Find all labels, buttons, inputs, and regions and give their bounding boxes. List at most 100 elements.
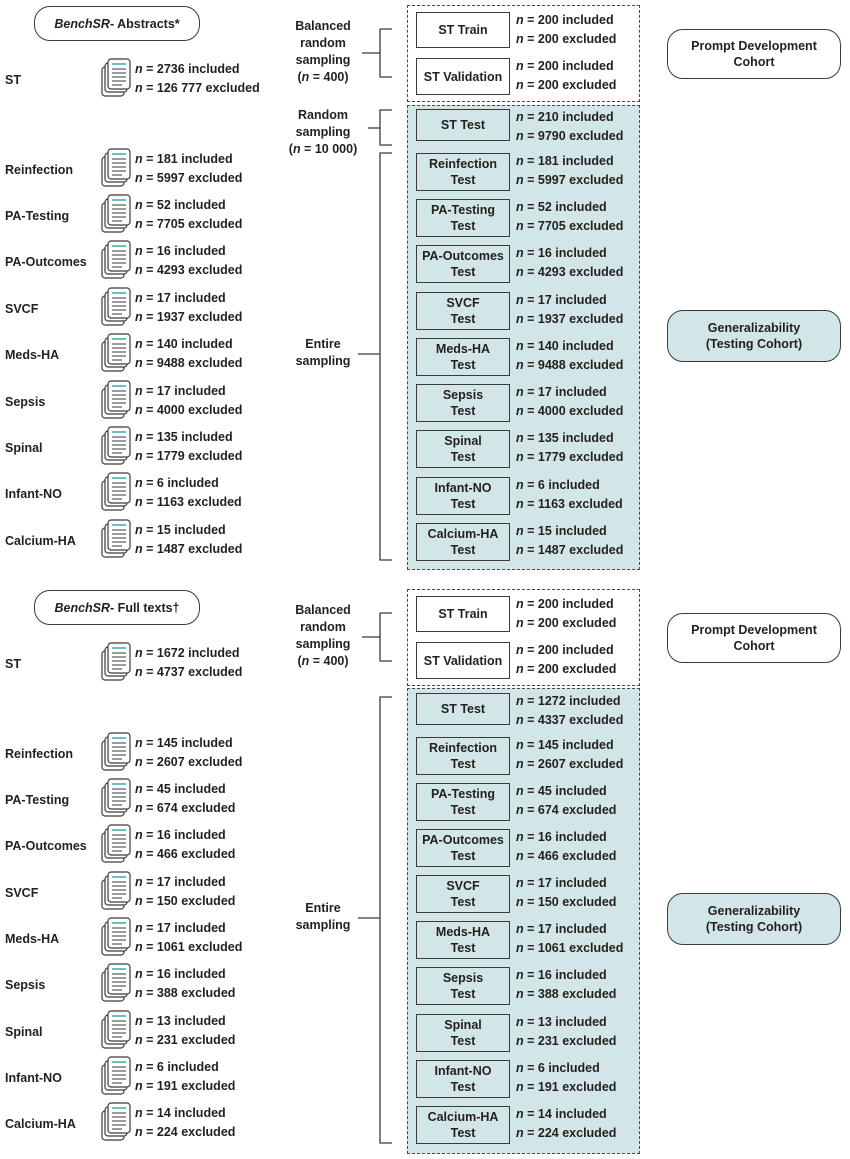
dataset-box: ST Test	[416, 109, 510, 141]
count-value: 1487	[156, 542, 185, 556]
count-value: 200	[537, 597, 559, 611]
included-count: n = 17 included	[516, 385, 607, 399]
topic-label: PA-Testing	[5, 793, 70, 807]
bracket-balanced	[379, 28, 392, 78]
section-header: BenchSR - Full texts†	[34, 590, 200, 625]
count-value: 2607	[156, 755, 185, 769]
box-title: Infant-NO	[434, 481, 492, 495]
included-count: n = 140 included	[135, 337, 233, 351]
count-value: 52	[537, 200, 552, 214]
count-value: 6	[537, 1061, 545, 1075]
n-symbol: n	[135, 1106, 143, 1120]
split-counts: n = 135 included n = 1779 excluded	[516, 429, 623, 467]
excluded-count: n = 466 excluded	[516, 849, 617, 863]
box-title: Spinal	[444, 1018, 482, 1032]
box-title: SVCF	[446, 296, 480, 310]
n-symbol: n	[516, 757, 524, 771]
n-symbol: n	[135, 356, 143, 370]
document-stack-icon	[100, 519, 132, 559]
count-value: 466	[156, 847, 178, 861]
source-counts: n = 52 included n = 7705 excluded	[135, 196, 242, 234]
excluded-count: n = 1487 excluded	[516, 543, 624, 557]
excluded-count: n = 4000 excluded	[135, 403, 243, 417]
split-counts: n = 17 included n = 1937 excluded	[516, 291, 623, 329]
count-value: 200	[537, 662, 559, 676]
topic-label: Meds-HA	[5, 348, 60, 362]
box-subtitle: Test	[450, 219, 476, 233]
count-value: 52	[156, 198, 171, 212]
excluded-count: n = 150 excluded	[135, 894, 236, 908]
n-symbol: n	[516, 450, 524, 464]
count-value: 135	[156, 430, 178, 444]
n-symbol: n	[516, 876, 524, 890]
included-count: n = 16 included	[135, 244, 226, 258]
dataset-box: Reinfection Test	[416, 153, 510, 191]
n-symbol: n	[135, 244, 143, 258]
excluded-count: n = 674 excluded	[135, 801, 236, 815]
n-symbol: n	[516, 478, 524, 492]
included-count: n = 200 included	[516, 643, 614, 657]
included-count: n = 135 included	[135, 430, 233, 444]
excluded-count: n = 1937 excluded	[135, 310, 243, 324]
n-symbol: n	[516, 339, 524, 353]
excluded-count: n = 7705 excluded	[516, 219, 624, 233]
topic-label: ST	[5, 73, 21, 87]
count-value: 388	[537, 987, 559, 1001]
n-symbol: n	[516, 524, 524, 538]
n-symbol: n	[516, 1080, 524, 1094]
n-symbol: n	[516, 694, 524, 708]
source-counts: n = 145 included n = 2607 excluded	[135, 734, 242, 772]
n-symbol: n	[516, 922, 524, 936]
n-symbol: n	[516, 784, 524, 798]
included-count: n = 14 included	[135, 1106, 226, 1120]
n-symbol: n	[135, 665, 143, 679]
excluded-count: n = 126 777 excluded	[135, 81, 260, 95]
included-count: n = 45 included	[516, 784, 607, 798]
excluded-count: n = 1061 excluded	[516, 941, 624, 955]
box-title: Meds-HA	[435, 342, 491, 356]
split-counts: n = 52 included n = 7705 excluded	[516, 198, 623, 236]
included-count: n = 17 included	[516, 293, 607, 307]
split-counts: n = 17 included n = 1061 excluded	[516, 920, 623, 958]
topic-label: PA-Testing	[5, 209, 70, 223]
count-value: 9488	[537, 358, 566, 372]
source-counts: n = 2736 included n = 126 777 excluded	[135, 60, 260, 98]
n-symbol: n	[135, 523, 143, 537]
included-count: n = 145 included	[516, 738, 614, 752]
count-value: 231	[156, 1033, 178, 1047]
count-value: 674	[537, 803, 559, 817]
count-value: 16	[156, 967, 171, 981]
box-title: ST Test	[440, 118, 486, 132]
dataset-box: Calcium-HA Test	[416, 1106, 510, 1144]
section-header: BenchSR - Abstracts*	[34, 6, 200, 41]
count-value: 140	[156, 337, 178, 351]
count-value: 126 777	[156, 81, 203, 95]
n-symbol: n	[516, 713, 524, 727]
topic-label: Spinal	[5, 1025, 43, 1039]
count-value: 17	[156, 291, 171, 305]
source-counts: n = 17 included n = 1061 excluded	[135, 919, 242, 957]
header-prefix: BenchSR	[54, 600, 111, 615]
dataset-box: Calcium-HA Test	[416, 523, 510, 561]
split-counts: n = 6 included n = 191 excluded	[516, 1059, 616, 1097]
n-symbol: n	[135, 847, 143, 861]
box-subtitle: Test	[450, 1126, 476, 1140]
count-value: 9488	[156, 356, 185, 370]
excluded-count: n = 1163 excluded	[516, 497, 623, 511]
sampling-label-random: Random sampling (n = 10 000)	[288, 108, 358, 156]
topic-label: PA-Outcomes	[5, 839, 87, 853]
dataset-box: ST Validation	[416, 642, 510, 679]
excluded-count: n = 1937 excluded	[516, 312, 624, 326]
excluded-count: n = 231 excluded	[516, 1034, 617, 1048]
count-value: 4337	[537, 713, 566, 727]
box-subtitle: Test	[450, 849, 476, 863]
n-symbol: n	[516, 1034, 524, 1048]
included-count: n = 17 included	[135, 384, 226, 398]
document-stack-icon	[100, 380, 132, 420]
bracket-random	[379, 109, 392, 146]
count-value: 1672	[156, 646, 185, 660]
box-title: Calcium-HA	[427, 527, 499, 541]
box-subtitle: Test	[450, 987, 476, 1001]
document-stack-icon	[100, 58, 132, 98]
count-value: 200	[537, 32, 559, 46]
